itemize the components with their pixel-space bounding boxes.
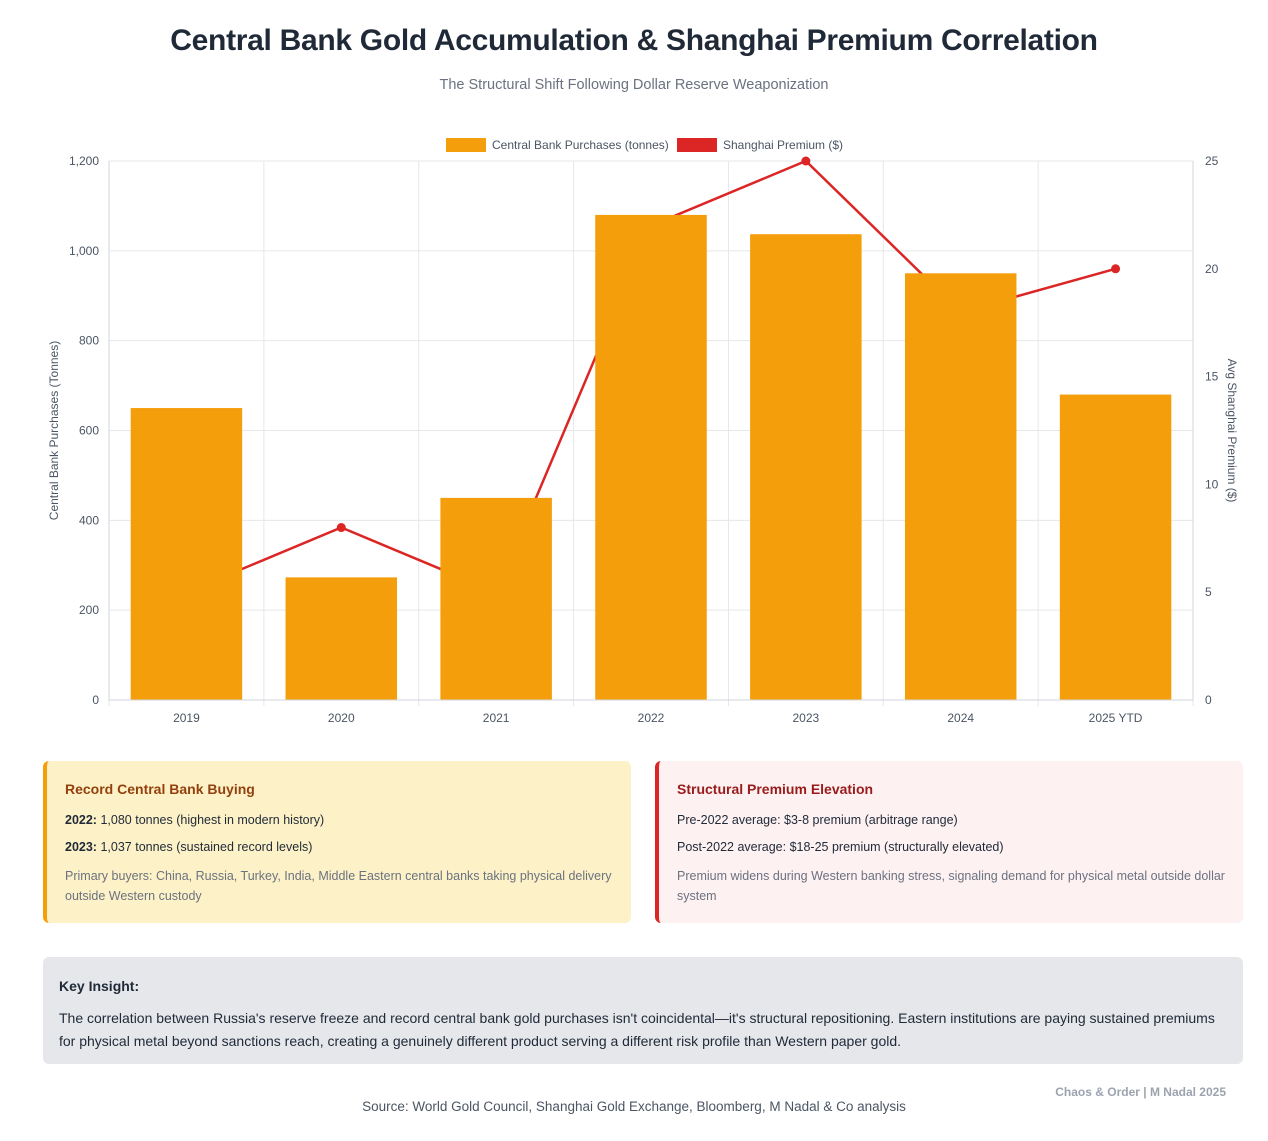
premium-point-2023	[801, 156, 811, 166]
legend-item-purchases[interactable]: Central Bank Purchases (tonnes)	[446, 138, 669, 152]
y2-tick-label: 10	[1205, 477, 1219, 491]
card-title: Record Central Bank Buying	[65, 781, 255, 797]
chart-legend[interactable]: Central Bank Purchases (tonnes) Shanghai …	[446, 138, 843, 152]
y2-axis-title: Avg Shanghai Premium ($)	[1225, 359, 1239, 503]
y-tick-label: 600	[79, 424, 99, 438]
y-axis-title: Central Bank Purchases (Tonnes)	[47, 341, 61, 520]
legend-label-premium: Shanghai Premium ($)	[723, 138, 843, 152]
card-note: Primary buyers: China, Russia, Turkey, I…	[65, 869, 612, 903]
legend-label-purchases: Central Bank Purchases (tonnes)	[492, 138, 669, 152]
source-note: Source: World Gold Council, Shanghai Gol…	[362, 1099, 906, 1114]
card-line-post-2022: Post-2022 average: $18-25 premium (struc…	[677, 840, 1004, 855]
premium-point-2020	[336, 523, 346, 533]
premium-point-2025-ytd	[1111, 264, 1121, 274]
y-tick-label: 400	[79, 513, 99, 527]
x-tick-label: 2021	[483, 711, 510, 725]
y2-tick-label: 5	[1205, 585, 1212, 599]
key-insight-box: Key Insight: The correlation between Rus…	[43, 957, 1243, 1064]
legend-swatch-purchases	[446, 138, 486, 152]
x-tick-label: 2022	[638, 711, 665, 725]
x-tick-label: 2019	[173, 711, 200, 725]
y-tick-label: 1,000	[69, 244, 99, 258]
card-line-2022: 2022: 1,080 tonnes (highest in modern hi…	[65, 812, 325, 827]
insight-label: Key Insight:	[59, 978, 140, 994]
page-title: Central Bank Gold Accumulation & Shangha…	[170, 24, 1098, 57]
bar-series	[130, 214, 1172, 700]
insight-text: The correlation between Russia's reserve…	[59, 1010, 1215, 1049]
bar-2022	[595, 214, 707, 700]
combo-chart: 0 200 400 600 800 1,000 1,200 0 5 10 15 20 25 2019 202…	[47, 138, 1239, 725]
y-tick-label: 1,200	[69, 154, 99, 168]
y2-tick-label: 25	[1205, 154, 1219, 168]
bar-2023	[750, 234, 862, 700]
y2-tick-label: 20	[1205, 262, 1219, 276]
premium-elevation-card: Structural Premium Elevation Pre-2022 av…	[655, 761, 1243, 923]
x-tick-label: 2023	[793, 711, 820, 725]
bar-2019	[130, 408, 243, 700]
bar-2021	[440, 497, 552, 700]
y-tick-label: 0	[92, 693, 99, 707]
central-bank-buying-card: Record Central Bank Buying 2022: 1,080 t…	[43, 761, 631, 923]
bar-2025-ytd	[1059, 394, 1172, 700]
y-tick-label: 800	[79, 334, 99, 348]
y-tick-label: 200	[79, 603, 99, 617]
y2-tick-label: 0	[1205, 693, 1212, 707]
x-tick-label: 2025 YTD	[1089, 711, 1143, 725]
y2-tick-label: 15	[1205, 370, 1219, 384]
bar-2024	[904, 273, 1017, 700]
x-tick-label: 2020	[328, 711, 355, 725]
chart-axes: 0 200 400 600 800 1,000 1,200 0 5 10 15 20 25 2019 202…	[47, 154, 1239, 725]
card-line-pre-2022: Pre-2022 average: $3-8 premium (arbitrag…	[677, 812, 958, 827]
legend-item-premium[interactable]: Shanghai Premium ($)	[677, 138, 843, 152]
card-title: Structural Premium Elevation	[677, 781, 874, 797]
legend-swatch-premium	[677, 138, 717, 152]
card-line-2023: 2023: 1,037 tonnes (sustained record lev…	[65, 840, 313, 855]
author-credit: Chaos & Order | M Nadal 2025	[1055, 1085, 1226, 1099]
page-subtitle: The Structural Shift Following Dollar Re…	[439, 77, 829, 93]
bar-2020	[285, 577, 398, 700]
x-tick-label: 2024	[947, 711, 974, 725]
card-note: Premium widens during Western banking st…	[677, 869, 1225, 903]
